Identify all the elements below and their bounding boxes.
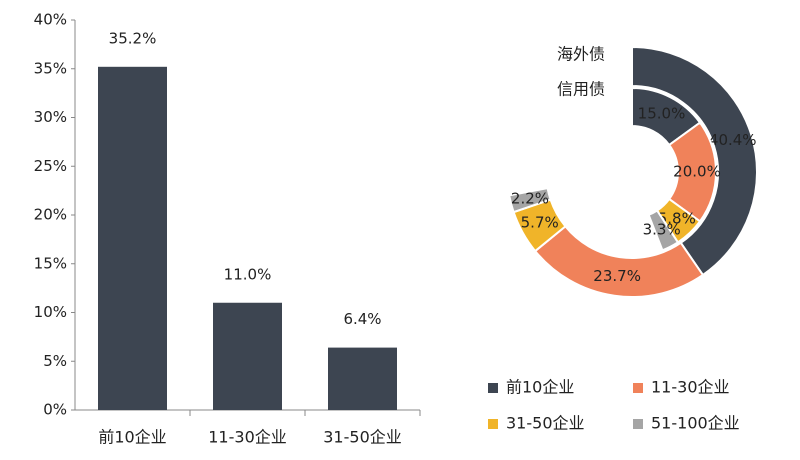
value-label: 11.0% [224,265,272,283]
y-tick-label: 5% [43,352,67,370]
legend-label: 51-100企业 [651,414,740,433]
segment-label: 23.7% [593,267,641,285]
bar [213,302,282,410]
segment-label: 20.0% [673,163,721,181]
legend-swatch [633,419,643,429]
bar [98,66,167,411]
y-tick-label: 35% [34,59,67,77]
y-tick-label: 15% [34,254,67,272]
y-tick-label: 20% [34,206,67,224]
y-tick-label: 25% [34,157,67,175]
value-label: 35.2% [109,29,157,47]
segment-label: 5.7% [521,214,559,232]
ring-label: 海外债 [557,45,605,64]
x-tick-label: 前10企业 [98,428,166,447]
x-tick-label: 31-50企业 [323,428,402,447]
segment-label: 5.8% [658,210,696,228]
segment-label: 40.4% [709,131,757,149]
donut-segment [631,45,758,277]
ring-label: 信用债 [557,80,605,99]
legend-label: 31-50企业 [506,414,585,433]
value-label: 6.4% [343,310,381,328]
y-tick-label: 10% [34,303,67,321]
legend-swatch [633,383,643,393]
segment-label: 3.3% [643,220,681,238]
bar [328,347,397,410]
legend-swatch [488,383,498,393]
x-tick-label: 11-30企业 [208,428,287,447]
legend-label: 11-30企业 [651,378,730,397]
segment-label: 2.2% [511,189,549,207]
donut-segment [647,209,680,252]
y-tick-label: 0% [43,401,67,419]
donut-segment [508,186,552,214]
segment-label: 15.0% [638,105,686,123]
legend-label: 前10企业 [506,378,574,397]
legend-swatch [488,419,498,429]
y-tick-label: 40% [34,11,67,29]
y-tick-label: 30% [34,108,67,126]
